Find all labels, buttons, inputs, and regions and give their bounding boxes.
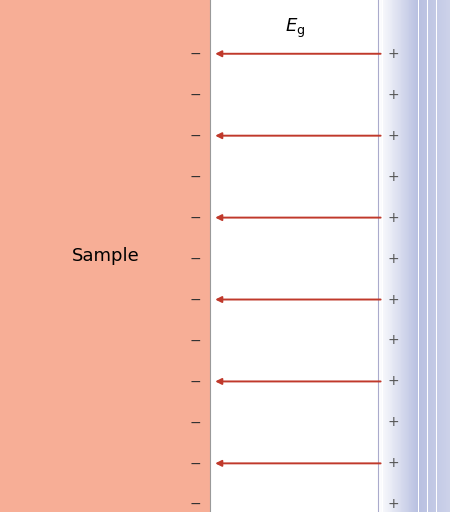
Bar: [417, 0, 418, 512]
Bar: [424, 0, 425, 512]
Bar: [431, 0, 432, 512]
Bar: [407, 0, 408, 512]
Text: −: −: [190, 251, 202, 266]
Bar: [415, 0, 416, 512]
Text: −: −: [190, 129, 202, 143]
Bar: [398, 0, 399, 512]
Bar: [403, 0, 404, 512]
Text: −: −: [190, 47, 202, 61]
Bar: [399, 0, 400, 512]
Bar: [378, 0, 379, 512]
Bar: [420, 0, 421, 512]
Bar: [414, 0, 415, 512]
Bar: [447, 0, 448, 512]
Text: +: +: [388, 497, 400, 511]
Bar: [379, 0, 380, 512]
Bar: [391, 0, 392, 512]
Bar: [441, 0, 442, 512]
Text: −: −: [190, 88, 202, 102]
Bar: [381, 0, 382, 512]
Bar: [448, 0, 449, 512]
Bar: [382, 0, 383, 512]
Text: −: −: [190, 292, 202, 307]
Bar: [433, 0, 434, 512]
Bar: [210, 0, 378, 512]
Bar: [404, 0, 405, 512]
Bar: [411, 0, 412, 512]
Text: +: +: [388, 374, 400, 389]
Bar: [428, 0, 429, 512]
Bar: [418, 0, 419, 512]
Bar: [392, 0, 393, 512]
Bar: [405, 0, 406, 512]
Bar: [430, 0, 431, 512]
Bar: [444, 0, 445, 512]
Bar: [425, 0, 426, 512]
Bar: [435, 0, 436, 512]
Text: +: +: [388, 333, 400, 348]
Bar: [439, 0, 440, 512]
Text: +: +: [388, 169, 400, 184]
Text: −: −: [190, 374, 202, 389]
Text: +: +: [388, 47, 400, 61]
Bar: [443, 0, 444, 512]
Bar: [432, 0, 433, 512]
Bar: [416, 0, 417, 512]
Text: −: −: [190, 456, 202, 471]
Bar: [440, 0, 441, 512]
Bar: [426, 0, 427, 512]
Bar: [422, 0, 423, 512]
Bar: [383, 0, 384, 512]
Text: +: +: [388, 456, 400, 471]
Bar: [438, 0, 439, 512]
Text: $\mathit{E}_\mathrm{g}$: $\mathit{E}_\mathrm{g}$: [284, 16, 305, 40]
Bar: [387, 0, 388, 512]
Bar: [434, 0, 435, 512]
Text: −: −: [190, 210, 202, 225]
Bar: [401, 0, 402, 512]
Text: −: −: [190, 333, 202, 348]
Bar: [0, 0, 210, 512]
Bar: [406, 0, 407, 512]
Text: −: −: [190, 169, 202, 184]
Text: +: +: [388, 129, 400, 143]
Bar: [402, 0, 403, 512]
Text: +: +: [388, 251, 400, 266]
Bar: [389, 0, 390, 512]
Bar: [429, 0, 430, 512]
Text: −: −: [190, 415, 202, 430]
Bar: [442, 0, 443, 512]
Bar: [421, 0, 422, 512]
Bar: [384, 0, 385, 512]
Bar: [412, 0, 413, 512]
Text: Sample: Sample: [72, 247, 140, 265]
Bar: [386, 0, 387, 512]
Bar: [413, 0, 414, 512]
Bar: [423, 0, 424, 512]
Bar: [419, 0, 420, 512]
Bar: [409, 0, 410, 512]
Bar: [446, 0, 447, 512]
Bar: [400, 0, 401, 512]
Bar: [393, 0, 394, 512]
Bar: [408, 0, 409, 512]
Bar: [380, 0, 381, 512]
Bar: [437, 0, 438, 512]
Bar: [388, 0, 389, 512]
Bar: [396, 0, 397, 512]
Bar: [410, 0, 411, 512]
Bar: [385, 0, 386, 512]
Text: +: +: [388, 210, 400, 225]
Text: +: +: [388, 415, 400, 430]
Bar: [390, 0, 391, 512]
Bar: [394, 0, 395, 512]
Text: −: −: [190, 497, 202, 511]
Text: +: +: [388, 88, 400, 102]
Bar: [449, 0, 450, 512]
Bar: [436, 0, 437, 512]
Bar: [445, 0, 446, 512]
Text: +: +: [388, 292, 400, 307]
Bar: [397, 0, 398, 512]
Bar: [395, 0, 396, 512]
